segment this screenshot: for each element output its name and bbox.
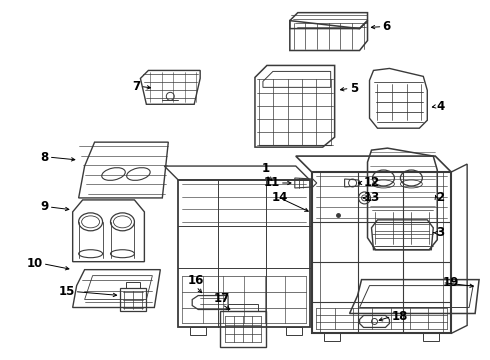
Text: 6: 6 <box>383 20 391 33</box>
Text: 4: 4 <box>436 100 444 113</box>
Text: 15: 15 <box>58 285 74 298</box>
Text: 8: 8 <box>41 150 49 163</box>
Text: 16: 16 <box>188 274 204 287</box>
Text: 13: 13 <box>364 192 380 204</box>
Text: 1: 1 <box>262 162 270 175</box>
Text: 2: 2 <box>436 192 444 204</box>
Text: 18: 18 <box>392 310 408 323</box>
Text: 14: 14 <box>271 192 288 204</box>
Text: 10: 10 <box>26 257 43 270</box>
Text: 7: 7 <box>132 80 141 93</box>
Text: 3: 3 <box>436 226 444 239</box>
Text: 5: 5 <box>349 82 358 95</box>
Text: 17: 17 <box>214 292 230 305</box>
Text: 19: 19 <box>442 276 459 289</box>
Text: 11: 11 <box>264 176 280 189</box>
Text: 12: 12 <box>364 176 380 189</box>
Text: 9: 9 <box>41 201 49 213</box>
